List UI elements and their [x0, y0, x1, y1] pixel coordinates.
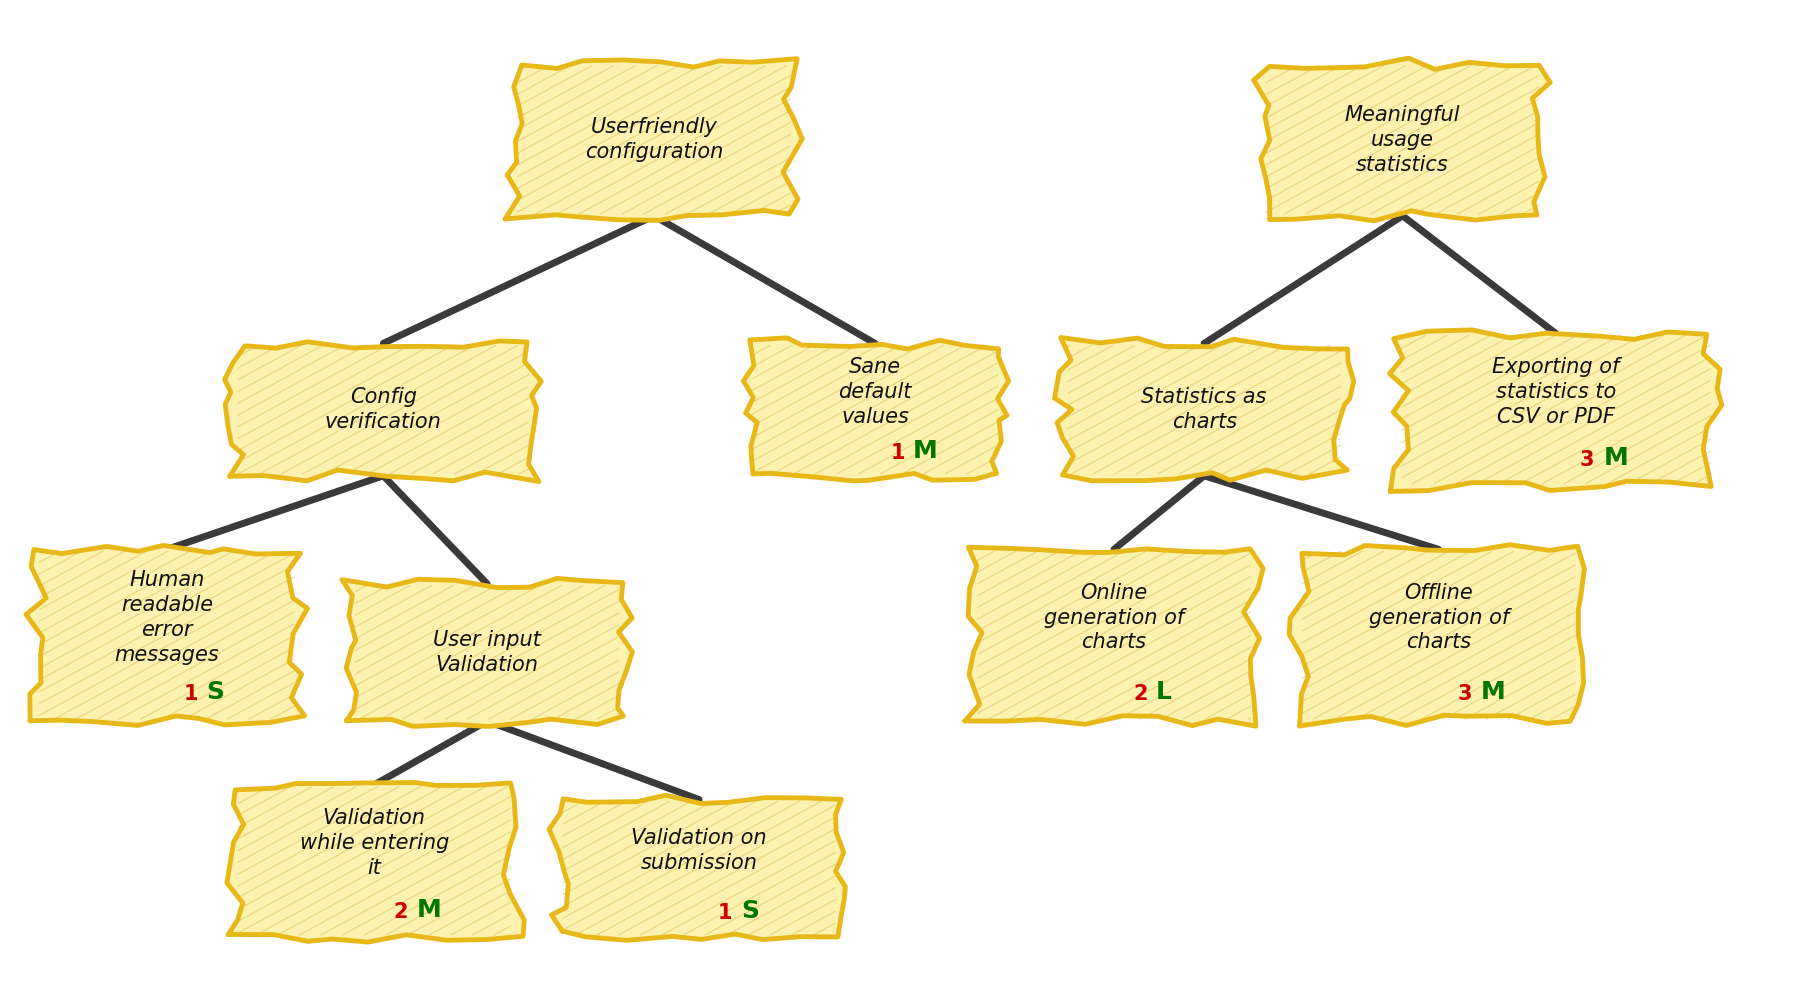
Polygon shape — [1254, 58, 1550, 221]
Polygon shape — [343, 579, 633, 727]
Text: Validation
while entering
it: Validation while entering it — [299, 808, 449, 878]
Text: Exporting of
statistics to
CSV or PDF: Exporting of statistics to CSV or PDF — [1492, 357, 1620, 427]
Text: Validation on
submission: Validation on submission — [631, 828, 767, 873]
Text: 2: 2 — [1133, 684, 1147, 703]
Text: S: S — [741, 900, 759, 923]
Text: M: M — [1604, 446, 1627, 471]
Polygon shape — [25, 545, 307, 725]
Polygon shape — [548, 796, 846, 941]
Text: Statistics as
charts: Statistics as charts — [1142, 387, 1266, 432]
Text: Sane
default
values: Sane default values — [839, 357, 911, 427]
Polygon shape — [227, 783, 525, 942]
Text: Config
verification: Config verification — [325, 387, 442, 432]
Text: User input
Validation: User input Validation — [433, 630, 541, 675]
Text: 3: 3 — [1578, 450, 1595, 471]
Text: M: M — [417, 898, 440, 922]
Polygon shape — [1389, 330, 1721, 491]
Text: 2: 2 — [393, 902, 408, 922]
Text: Userfriendly
configuration: Userfriendly configuration — [584, 118, 723, 162]
Polygon shape — [1055, 337, 1353, 481]
Polygon shape — [743, 337, 1008, 481]
Text: S: S — [206, 680, 224, 703]
Text: L: L — [1156, 680, 1173, 703]
Polygon shape — [965, 547, 1263, 726]
Text: Human
readable
error
messages: Human readable error messages — [114, 570, 220, 665]
Text: Meaningful
usage
statistics: Meaningful usage statistics — [1344, 105, 1461, 175]
Text: 1: 1 — [718, 904, 732, 923]
Text: M: M — [913, 439, 938, 463]
Text: M: M — [1481, 680, 1505, 703]
Text: 1: 1 — [184, 684, 198, 703]
Polygon shape — [224, 341, 541, 482]
Polygon shape — [1290, 544, 1584, 726]
Text: Offline
generation of
charts: Offline generation of charts — [1369, 583, 1508, 652]
Polygon shape — [505, 59, 803, 221]
Text: 1: 1 — [891, 442, 906, 463]
Text: 3: 3 — [1458, 684, 1472, 703]
Text: Online
generation of
charts: Online generation of charts — [1045, 583, 1183, 652]
